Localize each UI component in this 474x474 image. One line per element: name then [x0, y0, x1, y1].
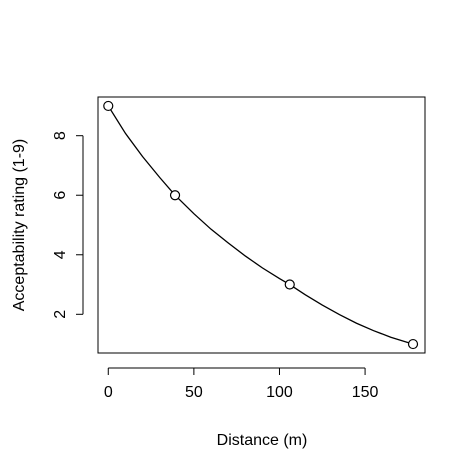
y-tick-label: 2: [52, 310, 69, 319]
y-axis: 2 4 6 8: [52, 131, 84, 319]
data-point: [407, 338, 419, 350]
x-axis-label: Distance (m): [217, 432, 308, 449]
x-tick-label: 50: [185, 384, 203, 401]
data-points: [103, 100, 419, 350]
y-tick-label: 8: [52, 131, 69, 140]
data-point: [103, 100, 114, 112]
fit-curve-line: [107, 105, 414, 345]
y-axis-label: Acceptability rating (1-9): [11, 139, 28, 312]
data-point: [284, 279, 295, 290]
plot-frame: [97, 96, 426, 354]
x-tick-label: 100: [266, 384, 293, 401]
data-point: [169, 190, 181, 201]
x-axis: 0 50 100 150: [104, 367, 379, 401]
x-tick-label: 150: [352, 384, 379, 401]
y-tick-label: 4: [52, 250, 69, 259]
y-tick-label: 6: [52, 191, 69, 200]
x-tick-label: 0: [104, 384, 113, 401]
